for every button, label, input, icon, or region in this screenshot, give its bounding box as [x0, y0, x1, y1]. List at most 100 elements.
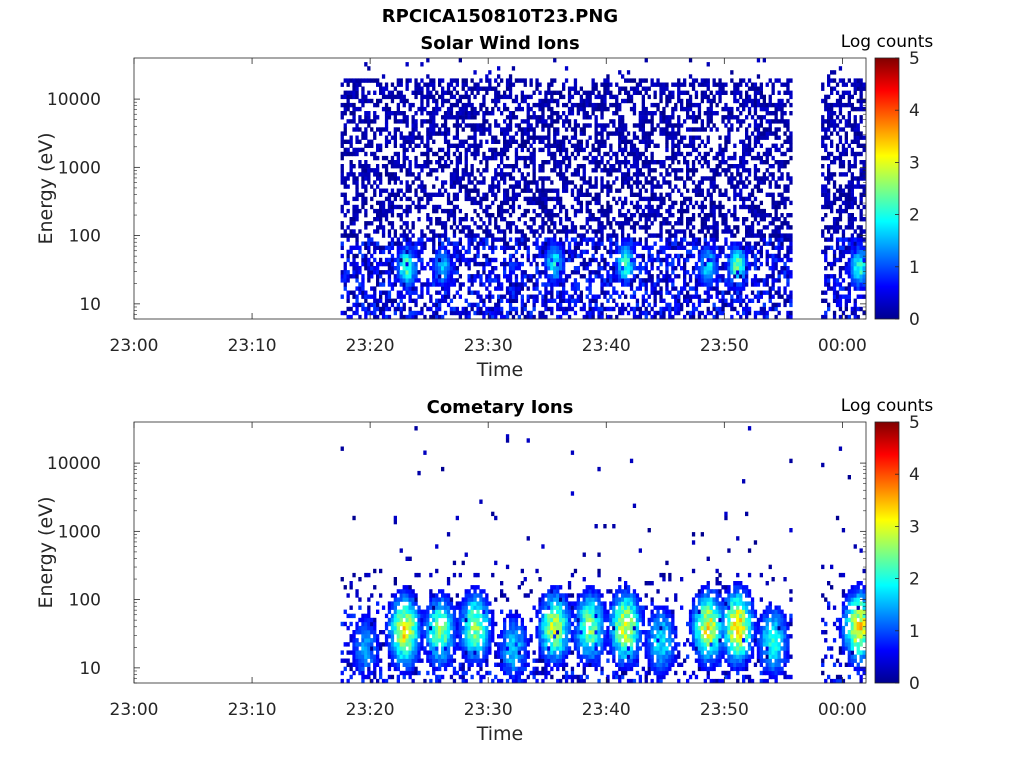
heatmap-cell — [402, 282, 406, 287]
heatmap-cell — [700, 278, 704, 283]
heatmap-cell — [827, 200, 831, 206]
heatmap-cell — [762, 237, 766, 242]
heatmap-cell — [576, 172, 580, 177]
heatmap-cell — [441, 266, 445, 271]
heatmap-cell — [588, 217, 592, 222]
heatmap-cell — [635, 302, 640, 308]
heatmap-cell — [364, 115, 368, 120]
heatmap-cell — [420, 294, 424, 299]
heatmap-cell — [786, 188, 790, 193]
heatmap-cell — [635, 86, 640, 91]
heatmap-cell — [411, 241, 415, 246]
heatmap-cell — [632, 106, 637, 112]
heatmap-cell — [364, 94, 368, 100]
heatmap-cell — [742, 168, 746, 173]
heatmap-cell — [780, 257, 784, 263]
heatmap-cell — [674, 131, 678, 136]
heatmap-cell — [588, 151, 592, 157]
heatmap-cell — [408, 290, 412, 295]
heatmap-cell — [650, 119, 654, 124]
heatmap-cell — [443, 127, 448, 132]
heatmap-cell — [600, 115, 604, 120]
heatmap-cell — [786, 294, 790, 299]
heatmap-cell — [674, 123, 678, 128]
heatmap-cell — [585, 155, 589, 161]
heatmap-cell — [553, 143, 557, 148]
heatmap-cell — [476, 143, 480, 148]
heatmap-cell — [712, 208, 716, 214]
heatmap-cell — [824, 225, 828, 230]
heatmap-cell — [774, 102, 778, 108]
heatmap-cell — [774, 119, 778, 124]
heatmap-cell — [517, 123, 521, 128]
heatmap-cell — [443, 257, 448, 263]
heatmap-cell — [665, 192, 669, 197]
heatmap-cell — [532, 217, 536, 222]
heatmap-cell — [523, 282, 527, 287]
heatmap-cell — [609, 237, 613, 242]
heatmap-cell — [762, 217, 766, 222]
heatmap-cell — [621, 274, 625, 279]
heatmap-cell — [361, 282, 365, 287]
heatmap-cell — [750, 229, 755, 234]
heatmap-cell — [488, 314, 492, 320]
heatmap-cell — [730, 306, 734, 312]
heatmap-cell — [603, 82, 607, 87]
heatmap-cell — [340, 115, 344, 120]
heatmap-cell — [417, 90, 421, 95]
heatmap-cell — [703, 314, 707, 320]
heatmap-cell — [656, 278, 660, 283]
heatmap-cell — [618, 310, 622, 316]
heatmap-cell — [789, 274, 793, 279]
heatmap-cell — [370, 204, 374, 210]
heatmap-cell — [656, 78, 660, 83]
heatmap-cell — [497, 74, 501, 79]
heatmap-cell — [441, 102, 445, 108]
heatmap-cell — [541, 200, 545, 206]
heatmap-cell — [399, 78, 403, 83]
heatmap-cell — [659, 213, 663, 218]
heatmap-cell — [762, 208, 766, 214]
heatmap-cell — [691, 160, 696, 165]
heatmap-cell — [650, 78, 654, 83]
heatmap-cell — [727, 131, 731, 136]
heatmap-cell — [638, 139, 642, 144]
heatmap-cell — [753, 155, 758, 161]
heatmap-cell — [609, 314, 613, 320]
heatmap-cell — [408, 282, 412, 287]
heatmap-cell — [446, 200, 451, 206]
heatmap-cell — [446, 253, 451, 259]
heatmap-cell — [653, 102, 657, 108]
heatmap-cell — [576, 168, 580, 173]
heatmap-cell — [461, 94, 465, 100]
heatmap-cell — [408, 204, 412, 210]
heatmap-cell — [742, 278, 746, 283]
heatmap-cell — [446, 98, 451, 104]
heatmap-cell — [532, 131, 536, 136]
heatmap-cell — [564, 257, 569, 263]
heatmap-cell — [721, 106, 725, 112]
heatmap-cell — [576, 143, 580, 148]
heatmap-cell — [615, 261, 619, 267]
heatmap-cell — [783, 188, 787, 193]
heatmap-cell — [446, 196, 451, 202]
heatmap-cell — [615, 188, 619, 193]
heatmap-cell — [668, 253, 672, 259]
heatmap-cell — [618, 221, 622, 226]
heatmap-cell — [467, 310, 471, 316]
heatmap-cell — [674, 286, 678, 291]
heatmap-cell — [694, 127, 699, 132]
heatmap-cell — [786, 253, 790, 259]
heatmap-cell — [438, 282, 442, 287]
heatmap-cell — [600, 82, 604, 87]
heatmap-cell — [727, 155, 731, 161]
heatmap-cell — [759, 217, 763, 222]
heatmap-cell — [523, 213, 527, 218]
heatmap-cell — [426, 213, 430, 218]
heatmap-cell — [721, 274, 725, 279]
heatmap-cell — [730, 302, 734, 308]
heatmap-cell — [632, 86, 637, 91]
heatmap-cell — [650, 253, 654, 259]
heatmap-cell — [632, 266, 637, 271]
heatmap-cell — [494, 176, 498, 181]
